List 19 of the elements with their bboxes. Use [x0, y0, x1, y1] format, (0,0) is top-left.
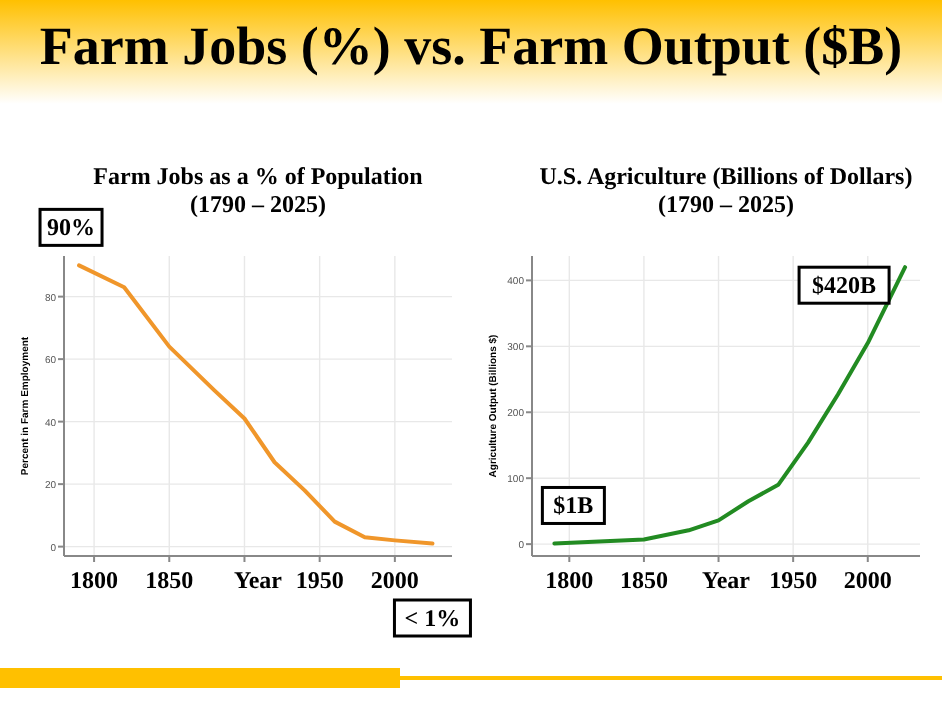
line-series	[552, 265, 908, 546]
x-tick-label: 1950	[295, 566, 344, 594]
text: 90%	[47, 213, 96, 242]
x-axis-title: Year	[702, 566, 752, 594]
chart-title: U.S. Agriculture (Billions of Dollars) (1790 – 2025)	[539, 162, 913, 218]
x-tick-label: 2000	[370, 566, 419, 594]
text: Farm Jobs (%) vs. Farm Output ($B)	[39, 16, 903, 76]
x-tick-label: 1800	[70, 566, 119, 594]
x-axis-title: Year	[234, 566, 284, 594]
x-tick-label: 1850	[145, 566, 194, 594]
annotation: $420B	[812, 271, 877, 300]
text: < 1%	[404, 604, 461, 632]
x-tick-label: 2000	[843, 566, 892, 594]
x-tick-label: 1850	[619, 566, 668, 594]
line-series	[77, 263, 435, 546]
x-tick-label: 1950	[769, 566, 818, 594]
chart-title: Farm Jobs as a % of Population (1790 – 2025)	[93, 162, 424, 218]
annotation: $1B	[553, 491, 594, 520]
x-tick-label: 1800	[545, 566, 594, 594]
